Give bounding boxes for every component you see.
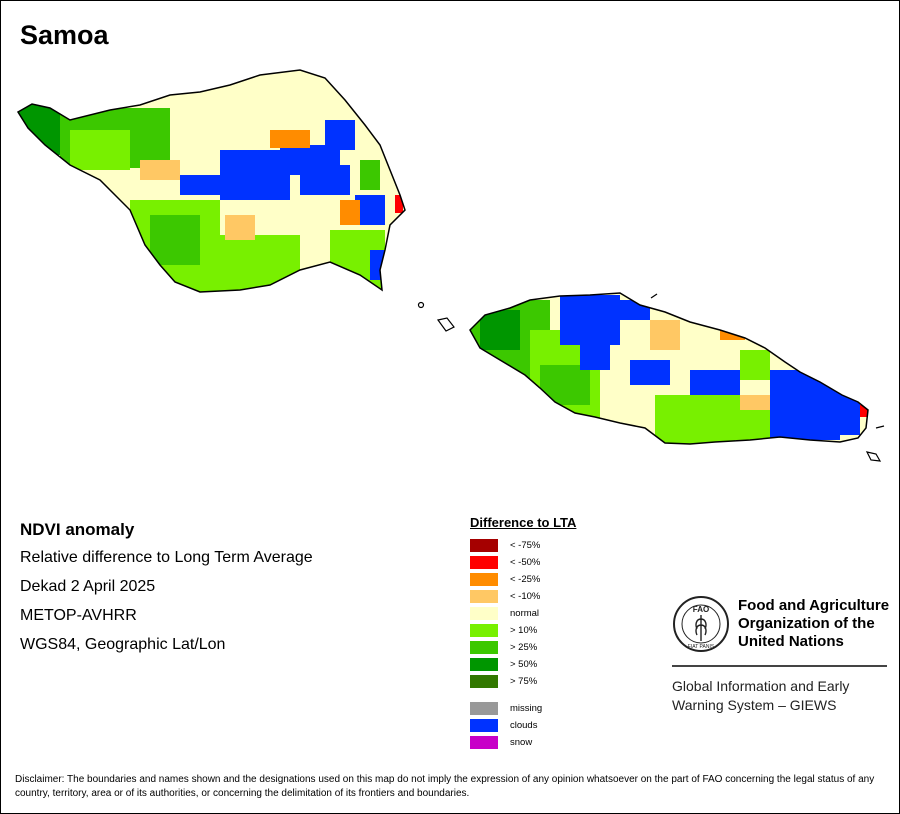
legend-item: snow: [470, 734, 576, 751]
legend-item: > 75%: [470, 673, 576, 690]
legend-label: > 75%: [510, 676, 538, 687]
savaii-island: [18, 70, 405, 292]
upolu-island: [470, 293, 868, 444]
map-title: Samoa: [20, 20, 109, 50]
legend-label: < -50%: [510, 557, 541, 568]
legend-swatch: [470, 590, 498, 603]
legend-label: missing: [510, 703, 543, 714]
legend-item: < -10%: [470, 588, 576, 605]
upolu-coastline: [469, 292, 869, 445]
map-info: NDVI anomaly Relative difference to Long…: [20, 520, 313, 665]
islet: [436, 317, 455, 332]
savaii-coastline: [16, 69, 406, 293]
legend-label: snow: [510, 737, 533, 748]
legend-label: > 25%: [510, 642, 538, 653]
legend-item: missing: [470, 700, 576, 717]
legend-item: < -50%: [470, 554, 576, 571]
legend-title: Difference to LTA: [470, 515, 577, 530]
islet: [650, 293, 658, 299]
islet: [865, 451, 882, 462]
legend-swatch: [470, 624, 498, 637]
legend-item: < -75%: [470, 537, 576, 554]
legend-item: > 50%: [470, 656, 576, 673]
org-name: Food and Agriculture Organization of the…: [738, 597, 890, 650]
legend-item: normal: [470, 605, 576, 622]
giews-name: Global Information and Early Warning Sys…: [672, 678, 850, 713]
legend-label: < -10%: [510, 591, 541, 602]
fao-logo-text: FAO: [693, 605, 709, 614]
map-legend: Difference to LTA < -75% < -50% < -25% < -1…: [470, 515, 576, 751]
divider: [672, 665, 887, 667]
legend-item: > 10%: [470, 622, 576, 639]
legend-swatch: [470, 675, 498, 688]
legend-swatch: [470, 736, 498, 749]
legend-swatch: [470, 658, 498, 671]
info-heading: NDVI anomaly: [20, 520, 135, 539]
legend-swatch: [470, 539, 498, 552]
legend-swatch: [470, 573, 498, 586]
legend-swatch: [470, 607, 498, 620]
legend-swatch: [470, 702, 498, 715]
info-line: METOP-AVHRR: [20, 607, 137, 624]
legend-swatch: [470, 719, 498, 732]
legend-label: > 50%: [510, 659, 538, 670]
fao-logo-icon: FAO FIAT PANIS: [673, 596, 729, 652]
legend-item: > 25%: [470, 639, 576, 656]
legend-label: < -75%: [510, 540, 541, 551]
legend-label: < -25%: [510, 574, 541, 585]
legend-label: > 10%: [510, 625, 538, 636]
info-line: Dekad 2 April 2025: [20, 578, 156, 595]
islet: [875, 425, 885, 429]
info-line: Relative difference to Long Term Average: [20, 549, 313, 566]
fao-logo-motto: FIAT PANIS: [688, 644, 715, 650]
legend-item: clouds: [470, 717, 576, 734]
info-line: WGS84, Geographic Lat/Lon: [20, 636, 226, 653]
legend-item: < -25%: [470, 571, 576, 588]
legend-label: clouds: [510, 720, 538, 731]
legend-swatch: [470, 641, 498, 654]
legend-swatch: [470, 556, 498, 569]
disclaimer: Disclaimer: The boundaries and names sho…: [15, 774, 875, 799]
fao-branding: FAO FIAT PANIS Food and Agriculture Orga…: [672, 595, 889, 713]
islet: [417, 301, 425, 309]
legend-label: normal: [510, 608, 540, 619]
